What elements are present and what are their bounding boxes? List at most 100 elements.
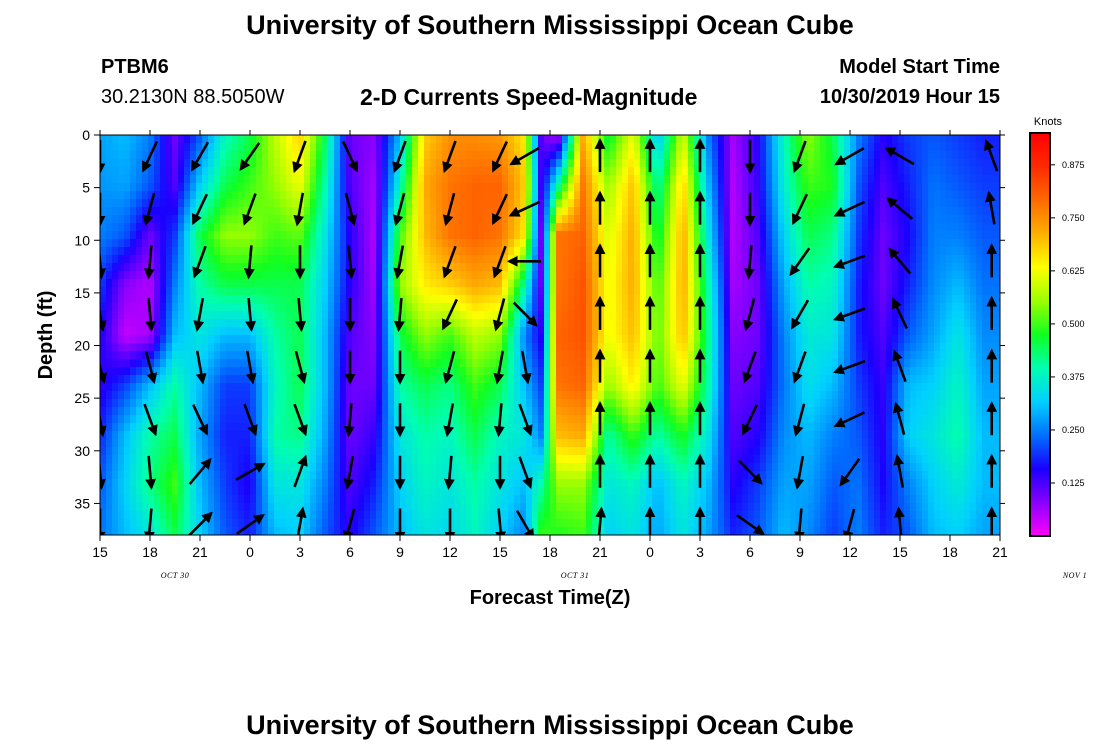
heat-cell xyxy=(214,463,221,472)
heat-cell xyxy=(502,447,509,456)
heat-cell xyxy=(244,463,251,472)
heat-cell xyxy=(436,487,443,496)
heat-cell xyxy=(478,183,485,192)
heat-cell xyxy=(154,471,161,480)
heat-cell xyxy=(142,439,149,448)
heat-cell xyxy=(538,319,545,328)
heat-cell xyxy=(220,423,227,432)
heat-cell xyxy=(640,135,647,144)
heat-cell xyxy=(148,143,155,152)
heat-cell xyxy=(682,199,689,208)
heat-cell xyxy=(286,247,293,256)
heat-cell xyxy=(490,383,497,392)
heat-cell xyxy=(178,247,185,256)
heat-cell xyxy=(424,255,431,264)
heat-cell xyxy=(412,431,419,440)
heat-cell xyxy=(280,239,287,248)
heat-cell xyxy=(454,367,461,376)
station-coordinates: 30.2130N 88.5050W xyxy=(101,86,285,108)
heat-cell xyxy=(124,479,131,488)
heat-cell xyxy=(466,287,473,296)
heat-cell xyxy=(166,407,173,416)
heat-cell xyxy=(472,439,479,448)
heat-cell xyxy=(652,287,659,296)
heat-cell xyxy=(256,191,263,200)
heat-cell xyxy=(394,335,401,344)
heat-cell xyxy=(520,479,527,488)
heat-cell xyxy=(268,407,275,416)
heat-cell xyxy=(370,407,377,416)
heat-cell xyxy=(112,167,119,176)
heat-cell xyxy=(472,431,479,440)
heat-cell xyxy=(394,231,401,240)
heat-cell xyxy=(616,255,623,264)
heat-cell xyxy=(184,463,191,472)
heat-cell xyxy=(670,431,677,440)
heat-cell xyxy=(376,375,383,384)
heat-cell xyxy=(664,231,671,240)
heat-cell xyxy=(352,495,359,504)
heat-cell xyxy=(154,511,161,520)
heat-cell xyxy=(472,143,479,152)
heat-cell xyxy=(682,279,689,288)
heat-cell xyxy=(586,287,593,296)
heat-cell xyxy=(226,399,233,408)
heat-cell xyxy=(484,167,491,176)
heat-cell xyxy=(352,487,359,496)
heat-cell xyxy=(148,383,155,392)
heat-cell xyxy=(520,343,527,352)
heat-cell xyxy=(454,423,461,432)
heat-cell xyxy=(154,295,161,304)
heat-cell xyxy=(670,295,677,304)
heat-cell xyxy=(514,519,521,528)
heat-cell xyxy=(190,175,197,184)
heat-cell xyxy=(256,231,263,240)
heat-cell xyxy=(628,151,635,160)
heat-cell xyxy=(238,143,245,152)
heat-cell xyxy=(694,319,701,328)
heat-cell xyxy=(556,159,563,168)
heat-cell xyxy=(154,303,161,312)
heat-cell xyxy=(538,471,545,480)
heat-cell xyxy=(592,503,599,512)
heat-cell xyxy=(616,335,623,344)
heat-cell xyxy=(652,231,659,240)
heat-cell xyxy=(688,239,695,248)
heat-cell xyxy=(562,335,569,344)
heat-cell xyxy=(652,191,659,200)
heat-cell xyxy=(280,415,287,424)
heat-cell xyxy=(670,255,677,264)
heat-cell xyxy=(616,175,623,184)
heat-cell xyxy=(280,487,287,496)
heat-cell xyxy=(610,431,617,440)
heat-cell xyxy=(196,231,203,240)
heat-cell xyxy=(586,255,593,264)
heat-cell xyxy=(652,159,659,168)
heat-cell xyxy=(352,471,359,480)
heat-cell xyxy=(118,431,125,440)
heat-cell xyxy=(526,399,533,408)
heat-cell xyxy=(604,527,611,535)
heat-cell xyxy=(262,527,269,535)
heat-cell xyxy=(286,343,293,352)
heat-cell xyxy=(244,295,251,304)
heat-cell xyxy=(460,455,467,464)
heat-cell xyxy=(670,335,677,344)
heat-cell xyxy=(124,143,131,152)
heat-cell xyxy=(466,487,473,496)
heat-cell xyxy=(184,167,191,176)
heat-cell xyxy=(568,407,575,416)
heat-cell xyxy=(670,479,677,488)
heat-cell xyxy=(262,479,269,488)
heat-cell xyxy=(412,423,419,432)
heat-cell xyxy=(514,439,521,448)
heat-cell xyxy=(460,151,467,160)
heat-cell xyxy=(328,527,335,535)
heat-cell xyxy=(214,455,221,464)
heat-cell xyxy=(358,303,365,312)
heat-cell xyxy=(688,159,695,168)
heat-cell xyxy=(238,439,245,448)
heat-cell xyxy=(292,223,299,232)
heat-cell xyxy=(430,527,437,535)
heat-cell xyxy=(592,255,599,264)
